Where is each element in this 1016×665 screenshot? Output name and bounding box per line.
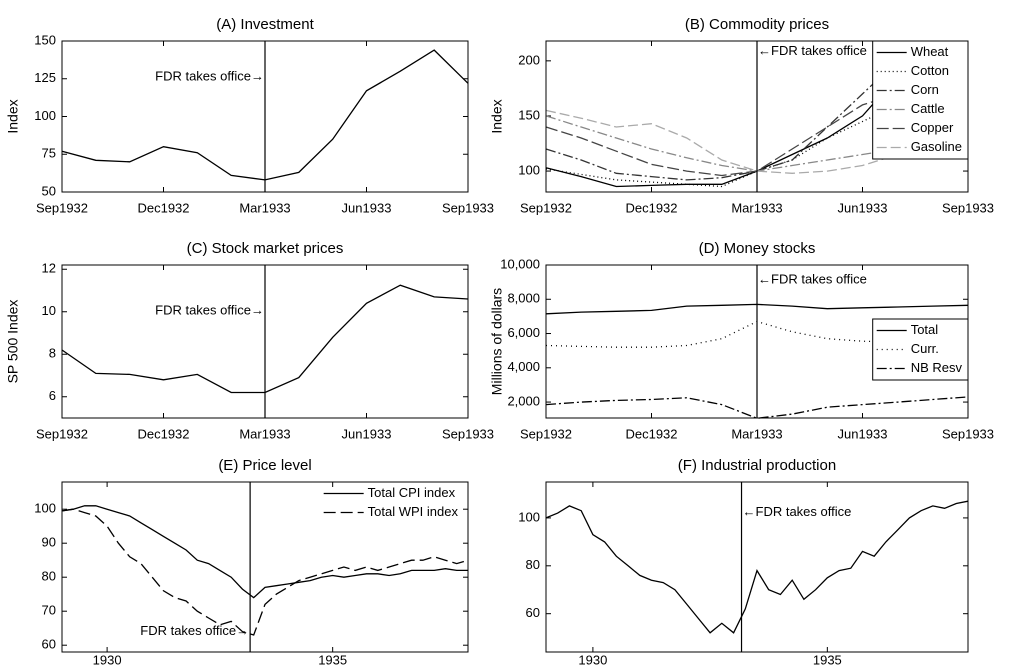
x-tick-label: Jun1933 <box>342 200 392 215</box>
legend-label: Curr. <box>911 341 939 356</box>
legend-label: Gasoline <box>911 139 962 154</box>
plot-frame <box>61 40 469 193</box>
legend-label: Total WPI index <box>368 504 459 519</box>
x-tick-label: Sep1932 <box>520 200 572 215</box>
plot-frame <box>545 264 969 419</box>
x-tick-label: Sep1932 <box>36 200 88 215</box>
y-tick-label: 60 <box>42 637 56 652</box>
annotation: FDR takes office→ <box>155 302 264 317</box>
x-tick-label: Jun1933 <box>838 426 888 441</box>
y-tick-label: 150 <box>34 32 56 47</box>
legend-label: NB Resv <box>911 360 963 375</box>
y-tick-label: 8,000 <box>507 291 540 306</box>
y-tick-label: 150 <box>518 107 540 122</box>
chart-title: (F) Industrial production <box>678 457 836 474</box>
y-tick-label: 12 <box>42 261 56 276</box>
x-tick-label: Sep1933 <box>442 200 494 215</box>
x-tick-label: Jun1933 <box>838 200 888 215</box>
chart-title: (D) Money stocks <box>699 240 816 257</box>
legend-label: Cattle <box>911 101 945 116</box>
annotation: ←FDR takes office <box>758 43 867 58</box>
legend-label: Copper <box>911 120 954 135</box>
plot-frame <box>61 264 469 419</box>
y-tick-label: 8 <box>49 346 56 361</box>
x-tick-label: 1935 <box>318 652 347 665</box>
x-tick-label: 1935 <box>813 652 842 665</box>
x-tick-label: Dec1932 <box>625 426 677 441</box>
y-tick-label: 2,000 <box>507 394 540 409</box>
x-tick-label: Sep1932 <box>520 426 572 441</box>
data-line <box>545 396 969 419</box>
x-tick-label: Mar1933 <box>239 200 290 215</box>
y-tick-label: 100 <box>518 162 540 177</box>
y-tick-label: 10,000 <box>500 256 540 271</box>
x-tick-label: Sep1933 <box>942 426 994 441</box>
x-tick-label: Mar1933 <box>239 426 290 441</box>
y-tick-label: 10 <box>42 303 56 318</box>
x-tick-label: 1930 <box>578 652 607 665</box>
plot-frame <box>545 481 969 653</box>
chart-title: (C) Stock market prices <box>187 240 344 257</box>
y-axis-label: Millions of dollars <box>489 288 505 395</box>
y-tick-label: 6,000 <box>507 325 540 340</box>
x-tick-label: Sep1933 <box>942 200 994 215</box>
y-tick-label: 70 <box>42 603 56 618</box>
plot-frame <box>61 481 469 653</box>
x-tick-label: Dec1932 <box>625 200 677 215</box>
y-tick-label: 90 <box>42 535 56 550</box>
annotation: FDR takes office→ <box>140 623 249 638</box>
legend-label: Wheat <box>911 44 949 59</box>
legend-label: Cotton <box>911 63 949 78</box>
y-tick-label: 60 <box>526 605 540 620</box>
annotation: ←FDR takes office <box>743 504 852 519</box>
legend-frame <box>872 40 969 160</box>
chart-title: (B) Commodity prices <box>685 16 829 33</box>
legend-label: Corn <box>911 82 939 97</box>
y-axis-label: SP 500 Index <box>5 300 21 384</box>
annotation: ←FDR takes office <box>758 272 867 287</box>
x-tick-label: Sep1933 <box>442 426 494 441</box>
y-tick-label: 125 <box>34 70 56 85</box>
x-tick-label: Jun1933 <box>342 426 392 441</box>
y-tick-label: 100 <box>34 501 56 516</box>
plot-frame <box>545 40 969 193</box>
x-tick-label: Mar1933 <box>731 200 782 215</box>
data-line <box>61 505 468 599</box>
y-axis-label: Index <box>489 99 505 133</box>
y-tick-label: 6 <box>49 388 56 403</box>
legend-label: Total CPI index <box>368 485 456 500</box>
data-line <box>545 500 969 634</box>
chart-title: (E) Price level <box>218 457 311 474</box>
y-tick-label: 4,000 <box>507 359 540 374</box>
y-tick-label: 80 <box>42 569 56 584</box>
y-tick-label: 75 <box>42 146 56 161</box>
x-tick-label: Sep1932 <box>36 426 88 441</box>
x-tick-label: Dec1932 <box>137 426 189 441</box>
y-tick-label: 100 <box>34 108 56 123</box>
x-tick-label: Mar1933 <box>731 426 782 441</box>
x-tick-label: Dec1932 <box>137 200 189 215</box>
chart-title: (A) Investment <box>216 16 314 33</box>
x-tick-label: 1930 <box>93 652 122 665</box>
y-tick-label: 50 <box>42 183 56 198</box>
y-tick-label: 100 <box>518 509 540 524</box>
data-line <box>61 508 469 636</box>
y-axis-label: Index <box>5 99 21 133</box>
legend-label: Total <box>911 322 939 337</box>
annotation: FDR takes office→ <box>155 69 264 84</box>
y-tick-label: 200 <box>518 52 540 67</box>
y-tick-label: 80 <box>526 557 540 572</box>
